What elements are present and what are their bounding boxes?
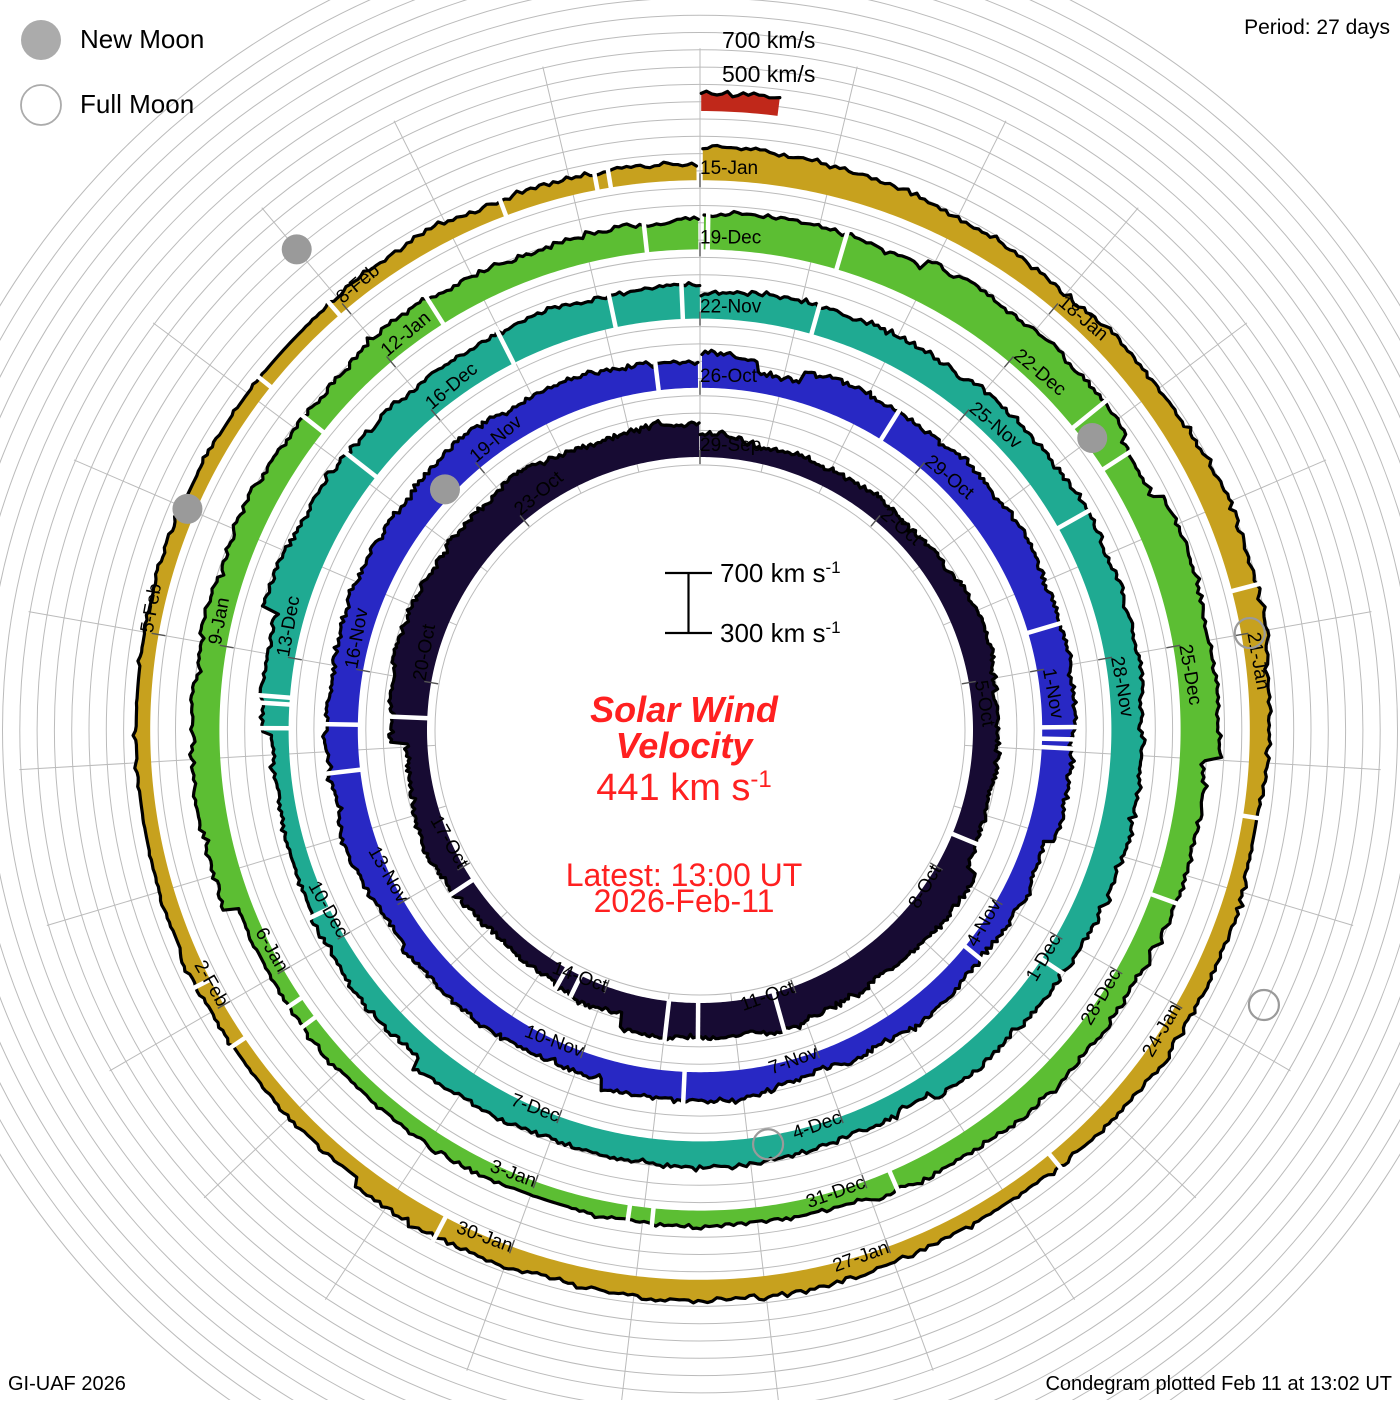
- svg-text:Velocity: Velocity: [616, 725, 755, 766]
- svg-text:Full Moon: Full Moon: [80, 89, 194, 119]
- svg-text:700 km/s: 700 km/s: [722, 27, 815, 53]
- svg-text:29-Sep: 29-Sep: [700, 435, 761, 456]
- svg-text:500 km/s: 500 km/s: [722, 61, 815, 87]
- svg-text:New Moon: New Moon: [80, 24, 204, 54]
- svg-text:Condegram plotted Feb 11 at 13: Condegram plotted Feb 11 at 13:02 UT: [1045, 1373, 1392, 1395]
- svg-text:15-Jan: 15-Jan: [700, 158, 758, 179]
- svg-text:441 km s-1: 441 km s-1: [596, 766, 772, 810]
- svg-text:700 km s-1: 700 km s-1: [720, 558, 841, 589]
- svg-text:2026-Feb-11: 2026-Feb-11: [594, 883, 775, 919]
- svg-text:19-Dec: 19-Dec: [700, 227, 761, 248]
- svg-text:Solar Wind: Solar Wind: [590, 689, 779, 730]
- svg-text:Period: 27 days: Period: 27 days: [1244, 16, 1390, 39]
- svg-text:300 km s-1: 300 km s-1: [720, 618, 841, 649]
- svg-text:22-Nov: 22-Nov: [700, 297, 762, 318]
- svg-text:26-Oct: 26-Oct: [700, 366, 758, 387]
- svg-text:GI-UAF 2026: GI-UAF 2026: [8, 1373, 126, 1395]
